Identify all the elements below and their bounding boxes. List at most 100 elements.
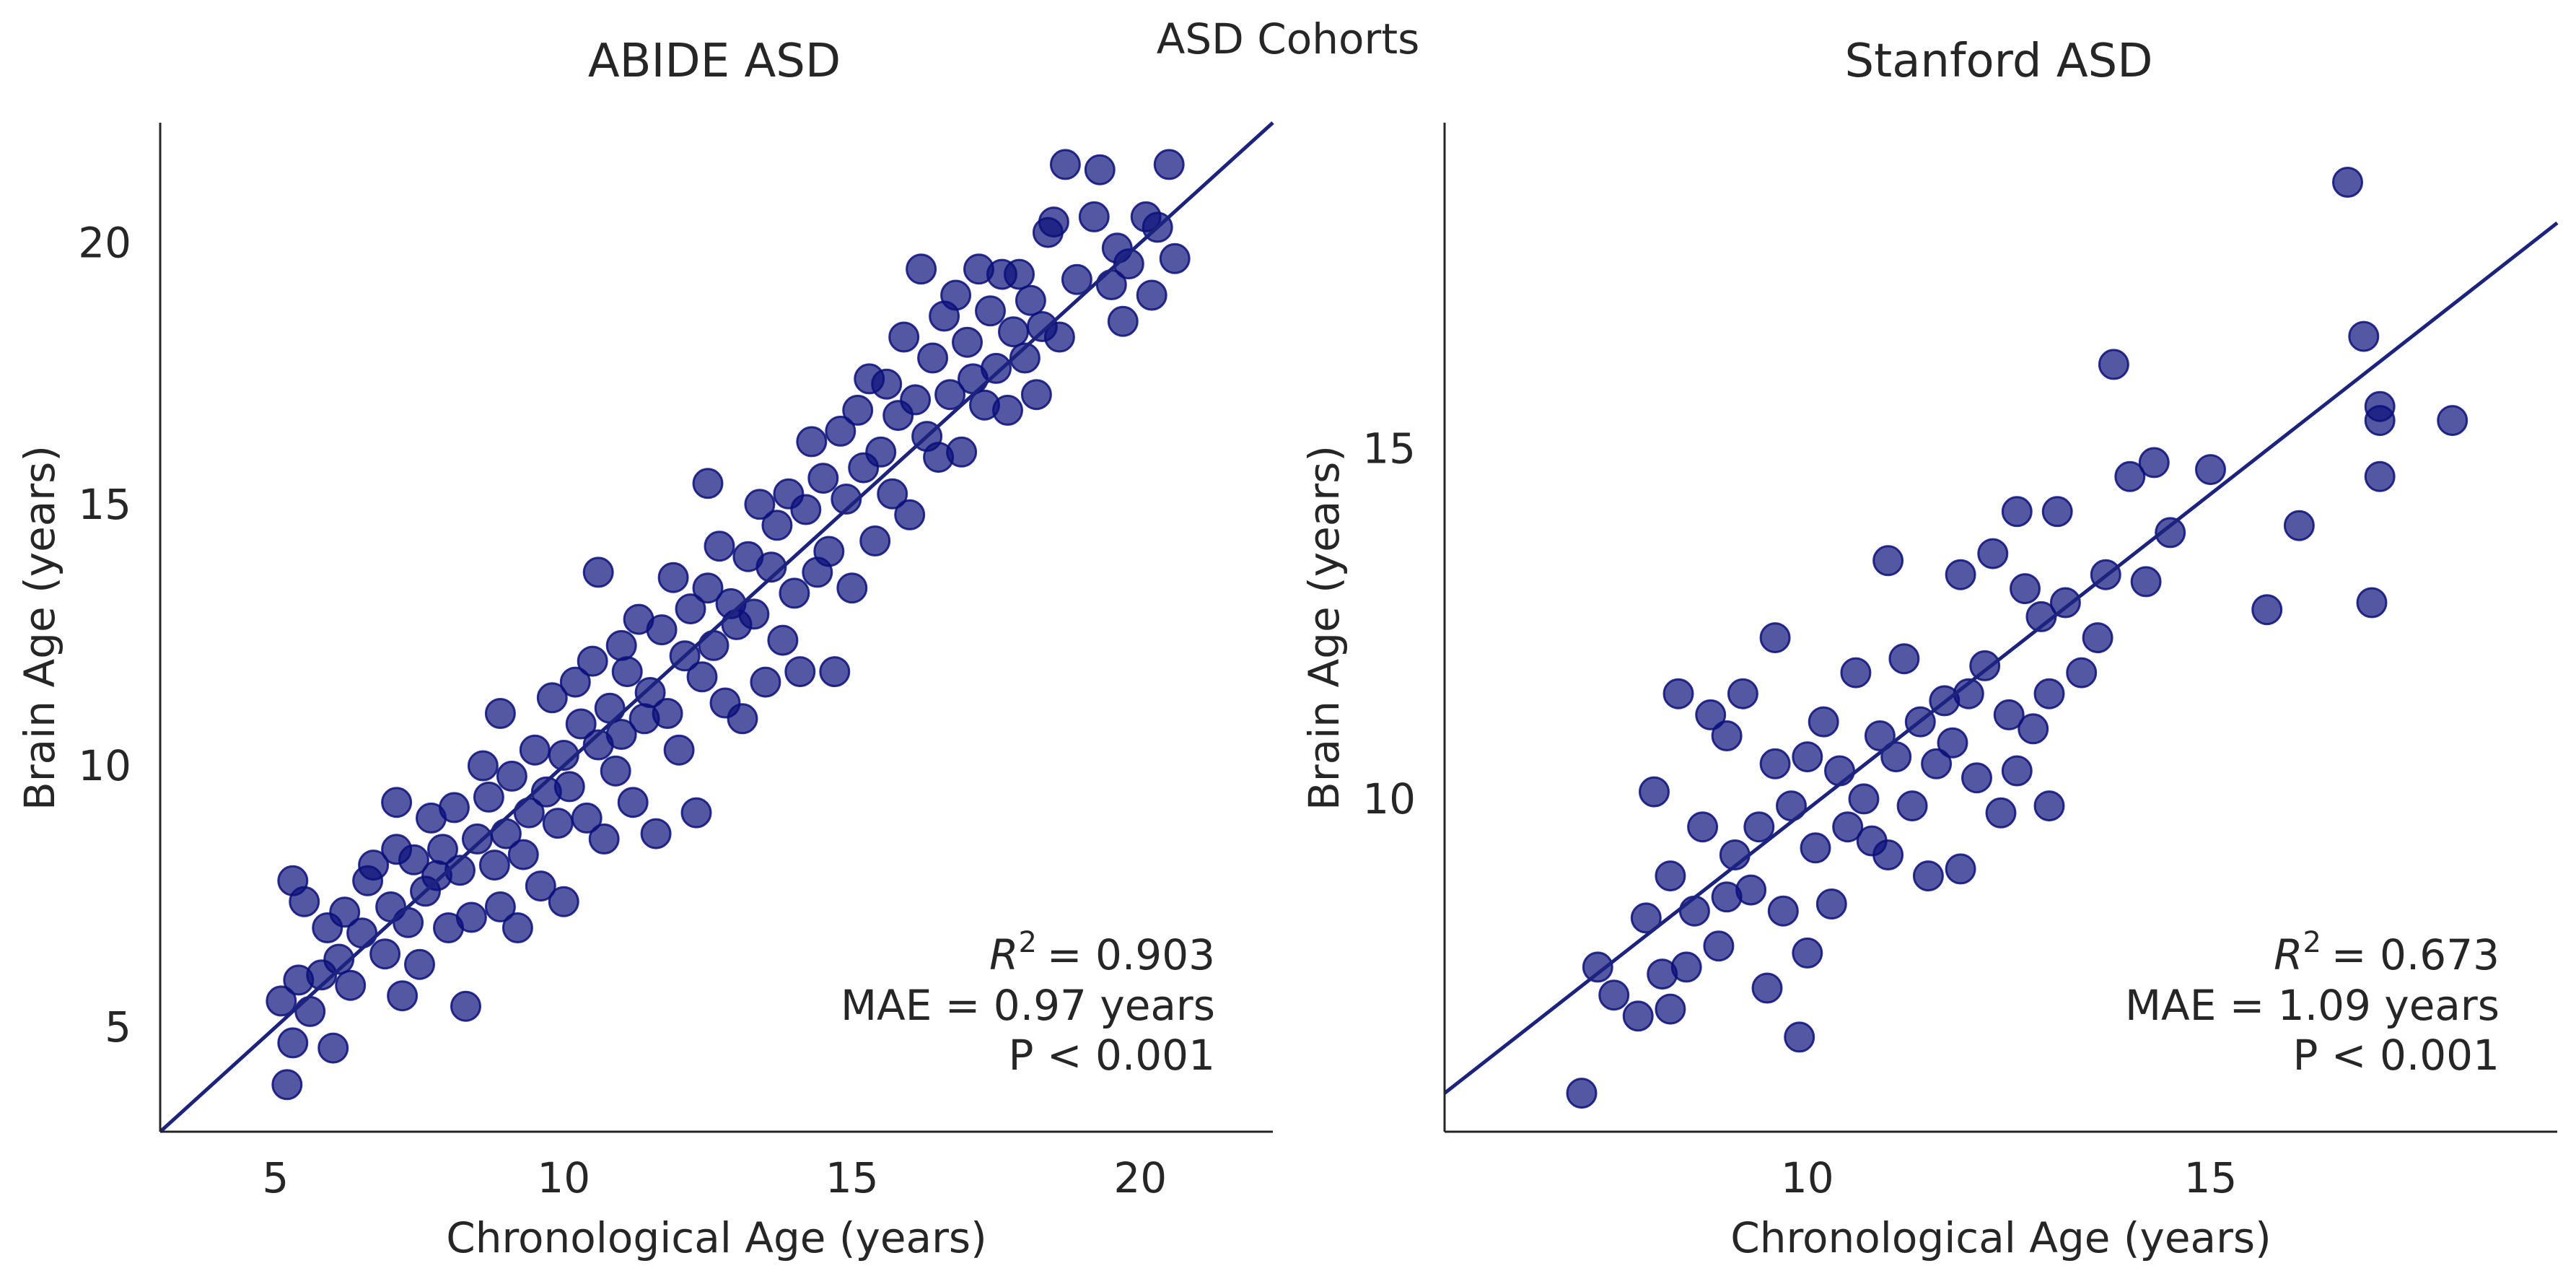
figure-suptitle: ASD Cohorts <box>1156 14 1420 64</box>
data-point <box>450 990 481 1022</box>
data-point <box>1767 895 1799 927</box>
data-point <box>1759 748 1791 779</box>
data-point <box>877 478 908 510</box>
data-point <box>611 656 643 688</box>
regression-fit-line <box>1443 221 2559 1095</box>
data-point <box>1622 1000 1654 1032</box>
data-point <box>992 394 1023 426</box>
data-point <box>588 823 620 855</box>
data-point <box>1735 874 1767 906</box>
data-point <box>2001 755 2033 787</box>
data-point <box>796 426 828 458</box>
data-point <box>871 368 903 400</box>
data-point <box>831 484 862 515</box>
x-axis-label: Chronological Age (years) <box>1730 1213 2271 1262</box>
data-point <box>2010 573 2041 605</box>
data-point <box>940 279 972 311</box>
data-point <box>461 823 493 855</box>
mae-annotation: MAE = 1.09 years <box>2125 981 2500 1030</box>
data-point <box>1015 284 1046 316</box>
data-point <box>1043 321 1075 353</box>
data-point <box>888 321 920 353</box>
r2-annotation: R2 = 0.673 <box>2274 926 2500 979</box>
data-point <box>1792 937 1823 969</box>
axes <box>159 123 1273 1133</box>
data-point <box>496 760 527 792</box>
y-tick-label: 10 <box>1362 774 1416 824</box>
data-point <box>1582 951 1613 983</box>
data-point <box>1695 699 1727 730</box>
data-point <box>807 463 839 494</box>
data-point <box>1969 650 2001 681</box>
data-point <box>525 870 556 902</box>
data-point <box>289 886 320 917</box>
data-point <box>271 1069 303 1101</box>
data-point <box>663 734 695 766</box>
data-point <box>1049 149 1081 180</box>
data-point <box>1784 1021 1815 1053</box>
data-point <box>1912 860 1944 892</box>
data-point <box>1159 243 1191 274</box>
data-point <box>266 985 297 1017</box>
data-point <box>387 980 419 1012</box>
data-point <box>917 342 949 374</box>
data-point <box>455 901 487 933</box>
data-point <box>1872 545 1904 577</box>
x-tick-label: 10 <box>537 1153 590 1202</box>
y-ticks: 5 10 15 20 <box>78 219 131 1052</box>
data-point <box>1678 895 1710 927</box>
data-point <box>744 489 776 520</box>
data-point <box>2364 460 2396 492</box>
data-point <box>1800 832 1831 864</box>
y-tick-label: 20 <box>78 219 131 268</box>
data-point <box>2066 657 2098 689</box>
mae-annotation: MAE = 0.97 years <box>841 981 1215 1030</box>
data-point <box>1566 1078 1598 1109</box>
data-point <box>369 938 401 970</box>
data-point <box>2356 587 2388 619</box>
data-point <box>1832 811 1864 843</box>
x-tick-label: 5 <box>262 1153 289 1202</box>
data-point <box>427 834 458 865</box>
data-point <box>1655 993 1686 1025</box>
data-point <box>761 510 793 541</box>
data-point <box>2082 622 2113 654</box>
data-point <box>467 750 499 782</box>
data-point <box>1598 979 1630 1011</box>
data-point <box>946 436 978 468</box>
data-point <box>381 787 413 818</box>
data-point <box>501 912 533 943</box>
data-point <box>686 661 718 693</box>
data-point <box>473 781 504 813</box>
data-point <box>680 797 712 829</box>
r2-superscript: 2 <box>2303 926 2321 959</box>
p-annotation: P < 0.001 <box>1009 1031 1216 1080</box>
data-point <box>2018 713 2049 745</box>
data-point <box>738 598 770 630</box>
y-tick-label: 15 <box>1362 424 1416 473</box>
data-point <box>478 850 510 881</box>
data-point <box>1864 720 1896 751</box>
x-tick-label: 15 <box>825 1153 879 1202</box>
data-point <box>594 692 626 724</box>
data-point <box>1009 342 1041 374</box>
data-point <box>294 995 326 1027</box>
y-axis-label: Brain Age (years) <box>15 445 64 811</box>
axes <box>1443 123 2557 1133</box>
r2-annotation: R2 = 0.903 <box>989 926 1215 979</box>
data-point <box>277 1027 309 1059</box>
y-tick-label: 5 <box>105 1003 131 1052</box>
data-point <box>1639 776 1670 808</box>
data-point <box>779 577 810 609</box>
data-point <box>2155 517 2186 549</box>
data-point <box>317 1032 349 1064</box>
data-point <box>727 703 758 735</box>
data-point <box>393 907 424 938</box>
data-point <box>1153 149 1185 180</box>
data-point <box>2041 496 2073 528</box>
data-point <box>329 896 361 928</box>
data-point <box>1872 839 1904 870</box>
r2-value: = 0.673 <box>2331 930 2500 979</box>
data-point <box>1655 860 1686 892</box>
